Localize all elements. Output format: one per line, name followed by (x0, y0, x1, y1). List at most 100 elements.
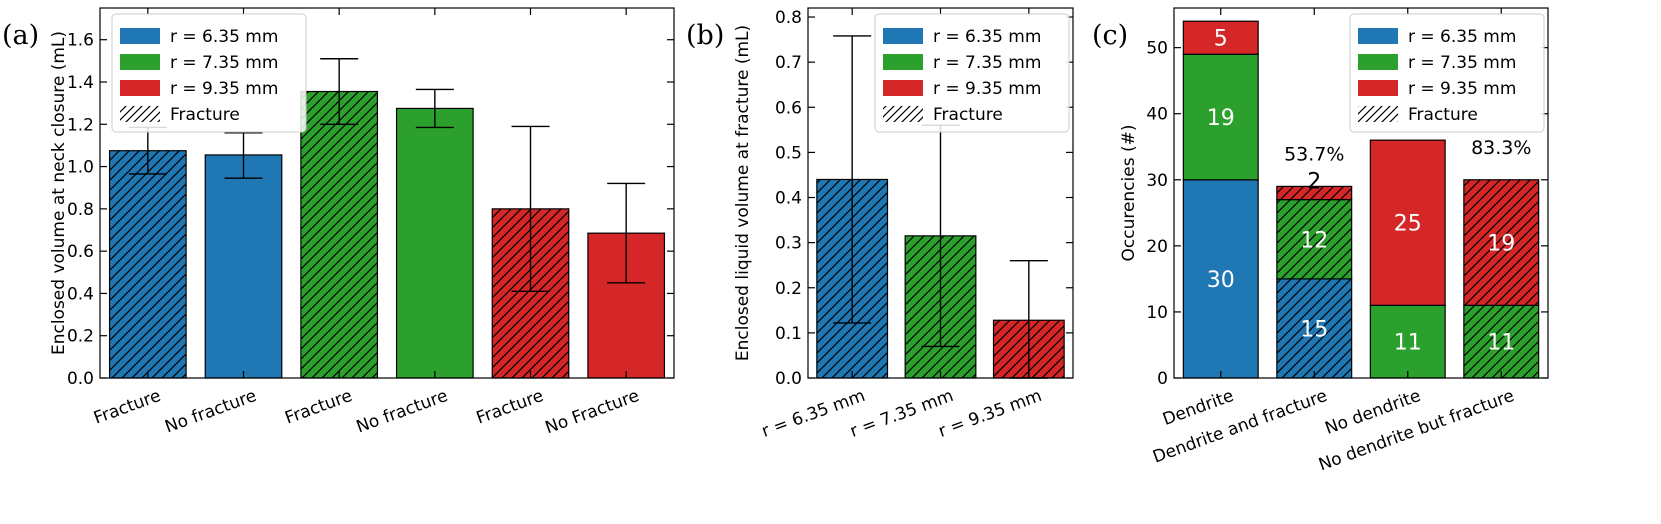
y-tick-label: 0.6 (67, 242, 94, 262)
y-tick-label: 40 (1146, 105, 1168, 125)
legend: r = 6.35 mm r = 7.35 mm r = 9.35 mm Fractur… (874, 13, 1070, 133)
segment-label: 5 (1214, 27, 1228, 52)
legend-swatch (1358, 54, 1398, 70)
y-tick-label: 0.5 (775, 143, 802, 163)
y-tick-label: 0.4 (67, 284, 94, 304)
x-tick-label: Fracture (282, 386, 354, 429)
legend-swatch (883, 54, 923, 70)
legend-swatch (120, 106, 160, 122)
error-bars (128, 58, 646, 293)
legend-label: r = 6.35 mm (1408, 27, 1516, 47)
legend-swatch (1358, 28, 1398, 44)
x-tick-label: No fracture (162, 386, 259, 438)
bar-hatch (1276, 186, 1352, 200)
legend-label: r = 7.35 mm (170, 53, 278, 73)
segment-label: 2 (1307, 169, 1321, 194)
plot-frame (99, 7, 675, 379)
panel-label: (b) (686, 20, 724, 51)
y-tick-label: 1.0 (67, 158, 94, 178)
bar-hatch (1276, 278, 1352, 378)
legend-swatch (883, 106, 923, 122)
segment-label: 15 (1300, 317, 1328, 342)
segment-label: 25 (1394, 212, 1422, 237)
plot-frame (1173, 7, 1549, 379)
legend-swatch (120, 80, 160, 96)
y-tick-label: 10 (1146, 303, 1168, 323)
y-tick-label: 0.7 (775, 53, 802, 73)
bar-hatch (1463, 179, 1539, 306)
panel-label: (a) (2, 20, 39, 51)
panel-a: (a) Enclosed volume at neck closure (mL)0… (2, 7, 675, 438)
y-tick-label: 0.1 (775, 324, 802, 344)
y-tick-label: 0.2 (775, 279, 802, 299)
panel-label: (c) (1092, 20, 1128, 51)
y-ticks: 0.0 0.2 0.4 0.6 0.8 1.0 1.2 1.4 1.6 (67, 31, 674, 389)
y-tick-label: 0.3 (775, 234, 802, 254)
bars (108, 90, 666, 379)
percentage-annotation: 53.7% (1284, 143, 1344, 165)
legend-swatch (120, 54, 160, 70)
legend-swatch (883, 80, 923, 96)
legend-box (874, 13, 1070, 133)
segment-label: 11 (1394, 331, 1422, 356)
bar-hatch (300, 91, 378, 378)
y-axis-label: Enclosed liquid volume at fracture (mL) (733, 25, 753, 361)
y-tick-label: 0.2 (67, 327, 94, 347)
legend-box (1349, 13, 1545, 133)
legend-swatch (1358, 106, 1398, 122)
bar-hatch (1276, 199, 1352, 279)
bar-hatch (109, 150, 187, 378)
bar-segment (1182, 53, 1259, 181)
bar-hatch (1463, 305, 1539, 378)
x-tick-label: Fracture (91, 386, 163, 429)
legend-label: Fracture (1408, 105, 1478, 125)
panel-c: (c) Occurencies (#) 30 19 5 15 12 2 53.7% 11 25 11 1… (1092, 7, 1549, 475)
y-axis-label: Enclosed volume at neck closure (mL) (49, 31, 69, 355)
legend-swatch (1358, 80, 1398, 96)
segment-label: 19 (1487, 232, 1515, 257)
y-tick-label: 1.2 (67, 115, 94, 135)
x-tick-label: Dendrite and fracture (1150, 386, 1330, 468)
legend-label: r = 7.35 mm (1408, 53, 1516, 73)
legend-label: r = 9.35 mm (1408, 79, 1516, 99)
y-tick-label: 0.8 (775, 8, 802, 28)
y-tick-label: 30 (1146, 171, 1168, 191)
segment-label: 19 (1207, 106, 1235, 131)
y-tick-label: 0.8 (67, 200, 94, 220)
segment-label: 30 (1207, 268, 1235, 293)
y-tick-label: 1.6 (67, 31, 94, 51)
legend-label: Fracture (170, 105, 240, 125)
bars (1182, 20, 1540, 379)
bar-segment (1369, 139, 1446, 306)
segment-labels: 30 19 5 15 12 2 53.7% 11 25 11 19 83.3% (1207, 27, 1532, 356)
y-tick-label: 1.4 (67, 73, 94, 93)
segment-label: 11 (1487, 331, 1515, 356)
segment-label: 12 (1300, 228, 1328, 253)
legend: r = 6.35 mm r = 7.35 mm r = 9.35 mm Fractur… (1349, 13, 1545, 133)
y-tick-label: 0.0 (67, 369, 94, 389)
legend-label: r = 6.35 mm (933, 27, 1041, 47)
x-tick-label: No fracture (354, 386, 451, 438)
y-ticks: 0 10 20 30 40 50 (1146, 39, 1548, 389)
bar-segment (1182, 179, 1259, 379)
legend-label: r = 9.35 mm (933, 79, 1041, 99)
y-tick-label: 0.6 (775, 98, 802, 118)
y-tick-label: 0 (1157, 369, 1168, 389)
y-axis-label: Occurencies (#) (1119, 125, 1139, 262)
y-tick-label: 0.0 (775, 369, 802, 389)
x-tick-label: Fracture (474, 386, 546, 429)
legend-box (111, 13, 307, 133)
legend-swatch (883, 28, 923, 44)
y-ticks: 0.0 0.1 0.2 0.3 0.4 0.5 0.6 0.7 0.8 (775, 8, 1073, 389)
legend-label: r = 7.35 mm (933, 53, 1041, 73)
bar (204, 154, 283, 379)
percentage-annotation: 83.3% (1471, 137, 1531, 159)
y-tick-label: 0.4 (775, 189, 802, 209)
legend: r = 6.35 mm r = 7.35 mm r = 9.35 mm Fractur… (111, 13, 307, 133)
legend-label: r = 9.35 mm (170, 79, 278, 99)
x-tick-label: No Fracture (543, 386, 642, 438)
legend-label: Fracture (933, 105, 1003, 125)
y-tick-label: 20 (1146, 237, 1168, 257)
y-tick-label: 50 (1146, 39, 1168, 59)
